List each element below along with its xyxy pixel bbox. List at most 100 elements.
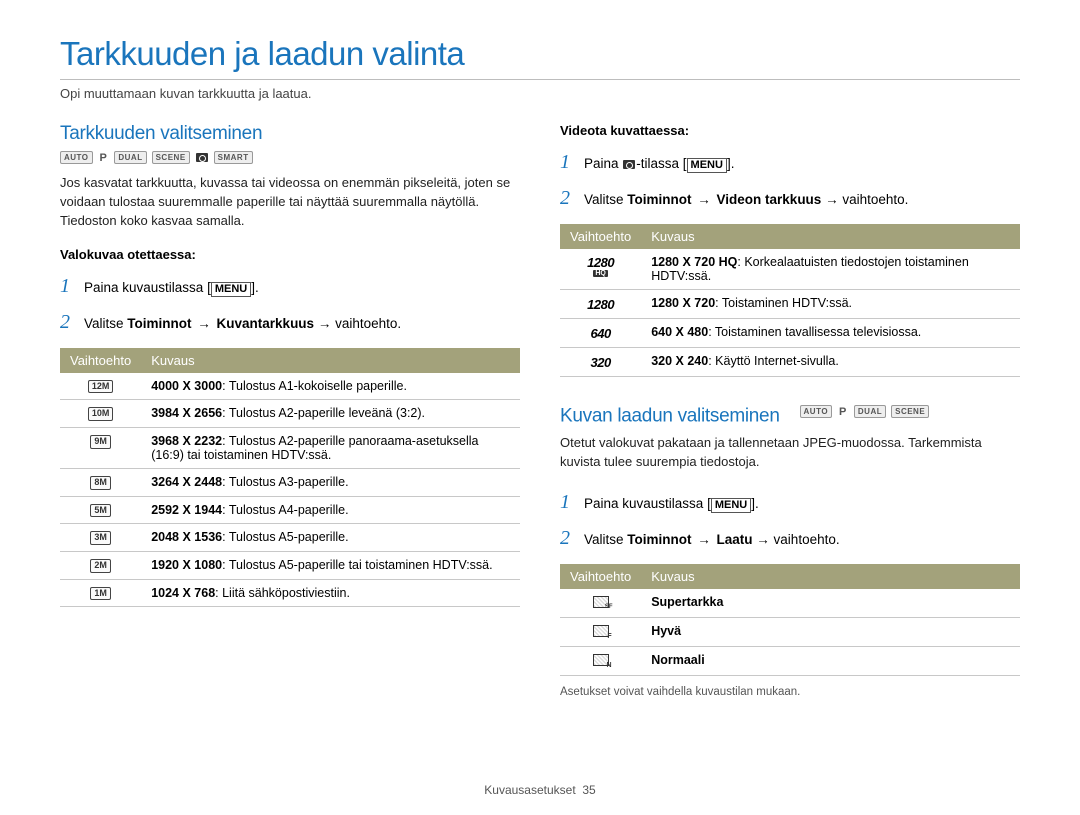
mode-scene-icon: SCENE — [891, 405, 929, 418]
mode-video-icon — [196, 153, 208, 162]
quality-label: Normaali — [651, 653, 705, 667]
mode-dual-icon: DUAL — [854, 405, 886, 418]
table-row: 10M 3984 X 2656: Tulostus A2-paperille l… — [60, 400, 520, 428]
resolution-icon-cell: 12M — [60, 373, 141, 400]
video-res-value: 320 X 240 — [651, 354, 708, 368]
resolution-value: 4000 X 3000 — [151, 379, 222, 393]
resolution-value: 2048 X 1536 — [151, 530, 222, 544]
left-column: Tarkkuuden valitseminen AUTO P DUAL SCEN… — [60, 123, 520, 698]
arrow-icon: → — [192, 316, 217, 331]
menu-button-icon: MENU — [687, 158, 727, 173]
video-res-icon: 1280 — [587, 297, 614, 312]
step-number: 1 — [560, 148, 574, 176]
table-header: Vaihtoehto — [560, 224, 641, 249]
footer-page-number: 35 — [582, 783, 595, 797]
resolution-heading: Tarkkuuden valitseminen — [60, 123, 520, 145]
video-res-hq-icon: 1280HQ — [587, 256, 614, 277]
arrow-icon: → — [692, 532, 717, 547]
mode-icons-row: AUTO P DUAL SCENE SMART — [60, 151, 520, 164]
photo-step-1: 1 Paina kuvaustilassa [MENU]. — [60, 272, 520, 300]
video-icon-cell: 1280 — [560, 290, 641, 319]
mode-auto-icon: AUTO — [800, 405, 833, 418]
menu-button-icon: MENU — [711, 498, 751, 513]
photo-resolution-table: Vaihtoehto Kuvaus 12M 4000 X 3000: Tulos… — [60, 348, 520, 608]
table-row: 1M 1024 X 768: Liitä sähköpostiviestiin. — [60, 579, 520, 607]
text: ]. — [751, 496, 759, 511]
resolution-desc: : Tulostus A3-paperille. — [222, 475, 348, 489]
step-number: 1 — [560, 488, 574, 516]
resolution-badge-icon: 5M — [90, 504, 111, 518]
table-row: 1280 1280 X 720: Toistaminen HDTV:ssä. — [560, 290, 1020, 319]
resolution-desc-cell: 2592 X 1944: Tulostus A4-paperille. — [141, 496, 520, 524]
page-footer: Kuvausasetukset 35 — [0, 783, 1080, 797]
step-text: Paina kuvaustilassa [MENU]. — [584, 495, 759, 514]
text: Paina kuvaustilassa [ — [84, 280, 211, 295]
quality-icon-cell — [560, 646, 641, 675]
video-icon-cell: 640 — [560, 319, 641, 348]
step-number: 2 — [560, 524, 574, 552]
text: ]. — [251, 280, 259, 295]
step-text: Valitse Toiminnot → Laatu → vaihtoehto. — [584, 531, 840, 550]
menu-button-icon: MENU — [211, 282, 251, 297]
table-header: Kuvaus — [141, 348, 520, 373]
quality-desc-cell: Supertarkka — [641, 589, 1020, 618]
resolution-desc-cell: 1024 X 768: Liitä sähköpostiviestiin. — [141, 579, 520, 607]
text: ]. — [727, 156, 735, 171]
video-res-value: 640 X 480 — [651, 325, 708, 339]
resolution-badge-icon: 12M — [88, 380, 114, 394]
quality-desc-cell: Normaali — [641, 646, 1020, 675]
resolution-icon-cell: 10M — [60, 400, 141, 428]
resolution-badge-icon: 3M — [90, 531, 111, 545]
quality-level-icon — [593, 654, 609, 666]
bold-text: Toiminnot — [627, 532, 691, 547]
text: Paina kuvaustilassa [ — [584, 496, 711, 511]
resolution-value: 3968 X 2232 — [151, 434, 222, 448]
quality-footnote: Asetukset voivat vaihdella kuvaustilan m… — [560, 686, 1020, 698]
mode-p-icon: P — [837, 405, 849, 418]
resolution-badge-icon: 2M — [90, 559, 111, 573]
text: Valitse — [84, 316, 127, 331]
video-res-desc: : Käyttö Internet-sivulla. — [708, 354, 839, 368]
table-row: 3M 2048 X 1536: Tulostus A5-paperille. — [60, 524, 520, 552]
resolution-icon-cell: 9M — [60, 427, 141, 468]
text: Valitse — [584, 532, 627, 547]
resolution-badge-icon: 8M — [90, 476, 111, 490]
video-step-1: 1 Paina -tilassa [MENU]. — [560, 148, 1020, 176]
quality-icon-cell — [560, 617, 641, 646]
resolution-desc: : Tulostus A5-paperille. — [222, 530, 348, 544]
step-text: Paina kuvaustilassa [MENU]. — [84, 279, 259, 298]
quality-label: Hyvä — [651, 624, 681, 638]
arrow-icon: → — [692, 192, 717, 207]
table-header: Kuvaus — [641, 224, 1020, 249]
table-row: 1280HQ 1280 X 720 HQ: Korkealaatuisten t… — [560, 249, 1020, 290]
quality-steps: 1 Paina kuvaustilassa [MENU]. 2 Valitse … — [560, 488, 1020, 552]
resolution-desc: : Tulostus A4-paperille. — [222, 503, 348, 517]
video-desc-cell: 320 X 240: Käyttö Internet-sivulla. — [641, 348, 1020, 377]
step-text: Paina -tilassa [MENU]. — [584, 155, 734, 174]
resolution-desc: : Liitä sähköpostiviestiin. — [215, 586, 350, 600]
table-row: 640 640 X 480: Toistaminen tavallisessa … — [560, 319, 1020, 348]
video-subhead: Videota kuvattaessa: — [560, 123, 1020, 138]
video-steps: 1 Paina -tilassa [MENU]. 2 Valitse Toimi… — [560, 148, 1020, 212]
resolution-desc-cell: 3984 X 2656: Tulostus A2-paperille leveä… — [141, 400, 520, 428]
resolution-value: 2592 X 1944 — [151, 503, 222, 517]
resolution-desc-cell: 4000 X 3000: Tulostus A1-kokoiselle pape… — [141, 373, 520, 400]
table-row: Supertarkka — [560, 589, 1020, 618]
quality-body-text: Otetut valokuvat pakataan ja tallennetaa… — [560, 434, 1020, 472]
video-resolution-table: Vaihtoehto Kuvaus 1280HQ 1280 X 720 HQ: … — [560, 224, 1020, 377]
video-icon-cell: 320 — [560, 348, 641, 377]
resolution-icon-cell: 2M — [60, 551, 141, 579]
table-row: 9M 3968 X 2232: Tulostus A2-paperille pa… — [60, 427, 520, 468]
resolution-badge-icon: 10M — [88, 407, 114, 421]
photo-step-2: 2 Valitse Toiminnot → Kuvantarkkuus → va… — [60, 308, 520, 336]
video-res-icon: 320 — [591, 355, 611, 370]
step-text: Valitse Toiminnot → Kuvantarkkuus → vaih… — [84, 315, 401, 334]
video-desc-cell: 1280 X 720 HQ: Korkealaatuisten tiedosto… — [641, 249, 1020, 290]
heading-text: Kuvan laadun valitseminen — [560, 406, 780, 427]
quality-icon-cell — [560, 589, 641, 618]
mode-p-icon: P — [98, 151, 110, 164]
page-subtitle: Opi muuttamaan kuvan tarkkuutta ja laatu… — [60, 86, 1020, 101]
video-mode-icon — [623, 160, 635, 169]
bold-text: Kuvantarkkuus — [217, 316, 315, 331]
resolution-body-text: Jos kasvatat tarkkuutta, kuvassa tai vid… — [60, 174, 520, 231]
